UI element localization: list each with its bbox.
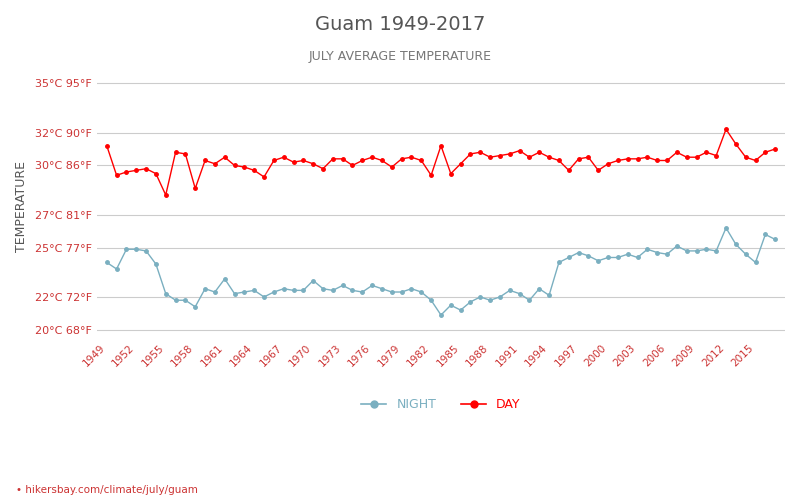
Y-axis label: TEMPERATURE: TEMPERATURE (15, 161, 28, 252)
Legend: NIGHT, DAY: NIGHT, DAY (356, 393, 526, 416)
Text: JULY AVERAGE TEMPERATURE: JULY AVERAGE TEMPERATURE (309, 50, 491, 63)
Text: Guam 1949-2017: Guam 1949-2017 (315, 15, 485, 34)
Text: • hikersbay.com/climate/july/guam: • hikersbay.com/climate/july/guam (16, 485, 198, 495)
